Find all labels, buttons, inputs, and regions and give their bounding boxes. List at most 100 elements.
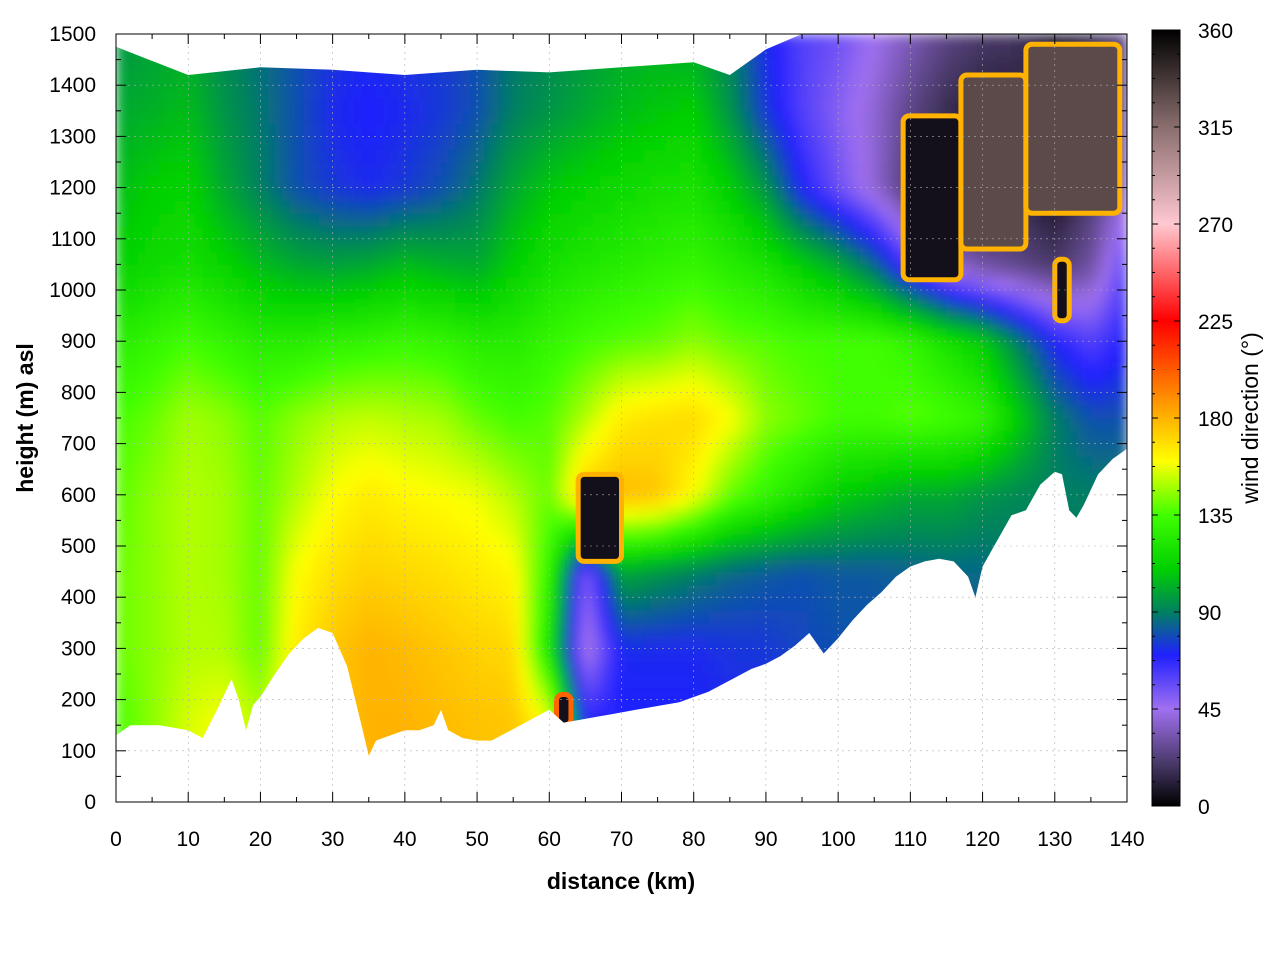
heatmap-cell	[693, 584, 702, 598]
heatmap-cell	[498, 494, 507, 509]
heatmap-cell	[267, 290, 276, 304]
heatmap-cell	[440, 661, 449, 675]
heatmap-cell	[231, 341, 240, 355]
heatmap-cell	[635, 341, 644, 355]
heatmap-cell	[116, 482, 124, 496]
heatmap-cell	[455, 648, 464, 662]
heatmap-cell	[607, 622, 615, 637]
heatmap-cell	[180, 354, 189, 368]
heatmap-cell	[440, 494, 449, 509]
heatmap-cell	[534, 136, 543, 150]
heatmap-cell	[238, 328, 247, 342]
heatmap-cell	[607, 328, 615, 342]
heatmap-cell	[505, 405, 514, 419]
heatmap-cell	[152, 686, 160, 701]
heatmap-cell	[419, 251, 428, 265]
heatmap-cell	[195, 98, 204, 112]
heatmap-cell	[657, 635, 666, 649]
heatmap-cell	[296, 251, 305, 265]
heatmap-cell	[570, 430, 579, 445]
heatmap-cell	[664, 597, 673, 611]
heatmap-cell	[195, 149, 204, 163]
heatmap-cell	[585, 558, 594, 573]
heatmap-cell	[137, 392, 146, 406]
heatmap-cell	[578, 674, 586, 688]
heatmap-cell	[498, 635, 507, 649]
heatmap-cell	[383, 699, 392, 713]
heatmap-cell	[672, 648, 680, 662]
heatmap-cell	[180, 712, 189, 726]
heatmap-cell	[274, 456, 283, 470]
heatmap-cell	[274, 264, 283, 278]
heatmap-cell	[607, 418, 615, 432]
heatmap-cell	[130, 136, 139, 150]
heatmap-cell	[679, 136, 688, 150]
heatmap-cell	[325, 392, 334, 406]
heatmap-cell	[549, 85, 558, 99]
heatmap-cell	[491, 674, 500, 688]
heatmap-cell	[354, 379, 363, 393]
heatmap-cell	[448, 366, 457, 381]
heatmap-cell	[498, 610, 507, 624]
heatmap-cell	[570, 507, 579, 521]
heatmap-cell	[527, 648, 536, 662]
heatmap-cell	[195, 405, 204, 419]
heatmap-cell	[361, 277, 370, 291]
heatmap-cell	[180, 469, 189, 483]
heatmap-cell	[347, 405, 355, 419]
heatmap-cell	[440, 546, 449, 560]
heatmap-cell	[231, 443, 240, 457]
heatmap-cell	[693, 661, 702, 675]
heatmap-cell	[578, 610, 586, 624]
heatmap-cell	[166, 290, 175, 304]
heatmap-cell	[318, 418, 327, 432]
heatmap-cell	[563, 546, 572, 560]
heatmap-cell	[180, 341, 189, 355]
heatmap-cell	[116, 610, 124, 624]
heatmap-cell	[166, 520, 175, 534]
heatmap-cell	[144, 622, 153, 637]
heatmap-cell	[643, 149, 651, 163]
heatmap-cell	[368, 98, 377, 112]
heatmap-cell	[433, 469, 442, 483]
heatmap-cell	[209, 315, 218, 329]
heatmap-cell	[245, 238, 254, 253]
heatmap-cell	[188, 392, 197, 406]
heatmap-cell	[693, 558, 702, 573]
heatmap-cell	[224, 456, 233, 470]
heatmap-cell	[607, 187, 615, 201]
heatmap-cell	[390, 162, 399, 176]
heatmap-cell	[628, 277, 637, 291]
heatmap-cell	[390, 456, 399, 470]
heatmap-cell	[274, 110, 283, 125]
heatmap-cell	[520, 661, 529, 675]
heatmap-cell	[643, 98, 651, 112]
heatmap-cell	[462, 712, 471, 726]
heatmap-cell	[159, 162, 168, 176]
heatmap-cell	[628, 213, 637, 227]
heatmap-cell	[224, 533, 233, 547]
heatmap-cell	[534, 622, 543, 637]
heatmap-cell	[650, 392, 659, 406]
heatmap-cell	[390, 405, 399, 419]
heatmap-cell	[282, 635, 290, 649]
heatmap-cell	[166, 661, 175, 675]
heatmap-cell	[469, 290, 478, 304]
heatmap-cell	[672, 238, 680, 253]
heatmap-cell	[144, 110, 153, 125]
heatmap-cell	[318, 290, 327, 304]
heatmap-cell	[556, 584, 565, 598]
heatmap-cell	[679, 469, 688, 483]
heatmap-cell	[542, 226, 550, 240]
heatmap-cell	[563, 418, 572, 432]
heatmap-cell	[390, 379, 399, 393]
heatmap-cell	[361, 430, 370, 445]
heatmap-cell	[542, 72, 550, 86]
heatmap-cell	[578, 405, 586, 419]
heatmap-cell	[144, 315, 153, 329]
heatmap-cell	[202, 264, 211, 278]
heatmap-cell	[448, 123, 457, 137]
heatmap-cell	[274, 315, 283, 329]
heatmap-cell	[267, 584, 276, 598]
heatmap-cell	[202, 149, 211, 163]
